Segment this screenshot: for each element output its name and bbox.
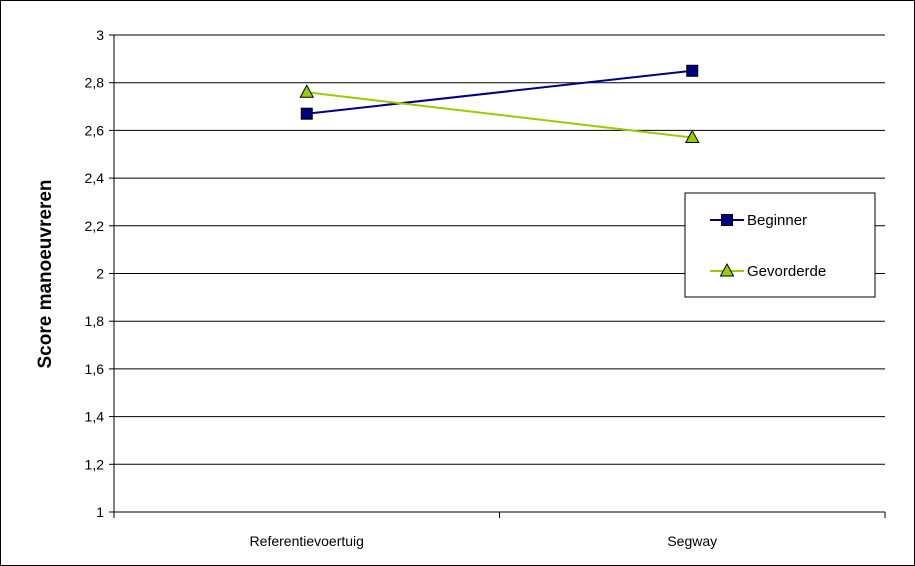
legend-label-gevorderde: Gevorderde <box>747 263 826 280</box>
y-tick-label: 1,2 <box>85 456 105 472</box>
y-tick-label: 2,4 <box>85 170 105 186</box>
y-tick-label: 3 <box>96 27 104 43</box>
data-point-gevorderde <box>684 129 700 144</box>
y-tick-label: 2,2 <box>85 218 105 234</box>
legend-marker-gevorderde <box>719 262 735 277</box>
y-tick-label: 2 <box>96 266 104 282</box>
series-lines <box>299 64 700 144</box>
legend: Beginner Gevorderde <box>684 192 876 298</box>
y-axis-title: Score manoeuvreren <box>35 179 56 368</box>
axes <box>109 34 886 518</box>
legend-box <box>684 192 876 298</box>
y-tick-label: 2,6 <box>85 122 105 138</box>
y-tick-label: 1 <box>96 504 104 520</box>
x-category-label: Segway <box>667 533 717 549</box>
data-point-beginner <box>686 64 699 77</box>
x-category-labels: Referentievoertuig Segway <box>250 533 718 549</box>
series-line-gevorderde <box>306 91 693 139</box>
data-point-beginner <box>300 107 313 120</box>
series-line-beginner <box>306 69 693 115</box>
y-tick-label: 1,4 <box>85 409 105 425</box>
data-point-gevorderde <box>299 84 315 98</box>
y-tick-labels: 1 1,2 1,4 1,6 1,8 2 2,2 2,4 2,6 2,8 3 <box>85 27 105 520</box>
y-tick-label: 1,6 <box>85 361 105 377</box>
legend-marker-beginner <box>721 214 733 226</box>
legend-label-beginner: Beginner <box>747 212 807 229</box>
x-category-label: Referentievoertuig <box>250 533 364 549</box>
y-tick-label: 1,8 <box>85 313 105 329</box>
y-tick-label: 2,8 <box>85 75 105 91</box>
